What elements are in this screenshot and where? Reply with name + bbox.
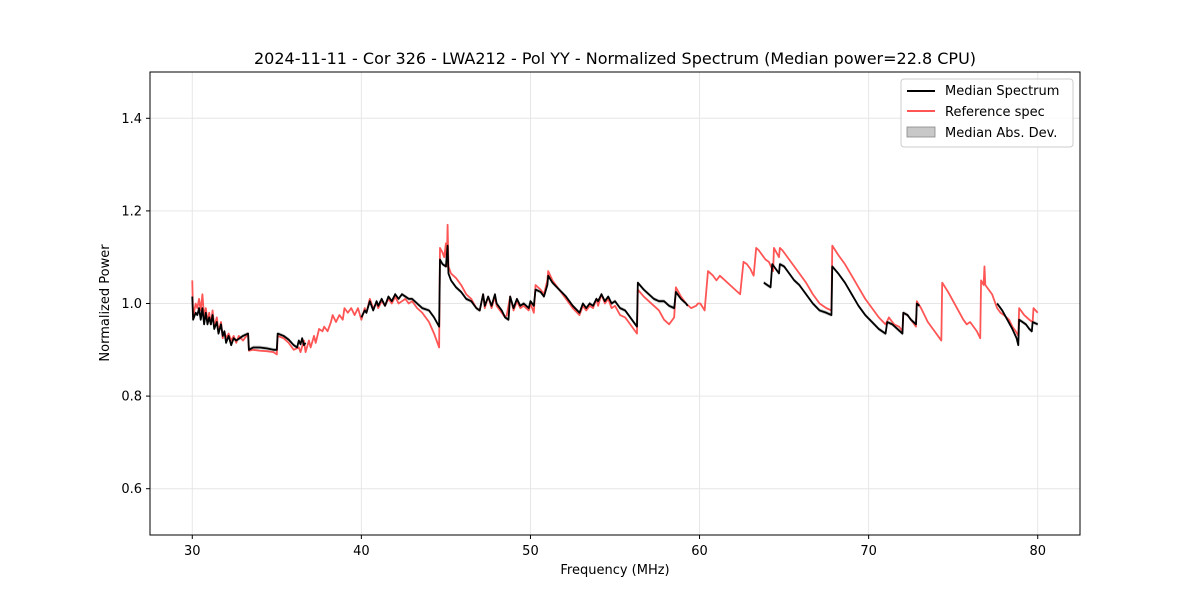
- x-tick-label: 50: [522, 544, 539, 559]
- legend-median-label: Median Spectrum: [945, 84, 1059, 99]
- legend: Median Spectrum Reference spec Median Ab…: [900, 78, 1074, 148]
- mad-band-layer: [192, 243, 1038, 352]
- x-tick-label: 80: [1029, 544, 1046, 559]
- x-tick-label: 40: [353, 544, 370, 559]
- legend-mad-label: Median Abs. Dev.: [945, 126, 1057, 141]
- reference-spectrum-line: [191, 223, 1039, 356]
- y-axis-label: Normalized Power: [98, 244, 113, 362]
- y-tick-label: 1.0: [121, 297, 142, 312]
- x-tick-label: 30: [184, 544, 201, 559]
- series-layer: [191, 223, 1039, 356]
- median-spectrum-line: [763, 263, 920, 335]
- x-tick-label: 60: [691, 544, 708, 559]
- chart-title: 2024-11-11 - Cor 326 - LWA212 - Pol YY -…: [254, 49, 976, 68]
- median-spectrum-line: [191, 296, 307, 351]
- legend-frame: [900, 78, 1074, 148]
- legend-mad-swatch: [906, 126, 936, 138]
- axis-ticks: 30 40 50 60 70 80 0.6 0.8 1.0 1.2 1.4: [121, 112, 1046, 559]
- median-spectrum-line: [360, 244, 689, 328]
- x-axis-label: Frequency (MHz): [560, 563, 669, 578]
- y-tick-label: 0.8: [121, 390, 142, 405]
- y-tick-label: 1.4: [121, 112, 142, 127]
- y-tick-label: 0.6: [121, 482, 142, 497]
- median-abs-dev-band: [361, 243, 688, 329]
- legend-reference-label: Reference spec: [945, 105, 1045, 120]
- y-tick-label: 1.2: [121, 204, 142, 219]
- x-tick-label: 70: [860, 544, 877, 559]
- median-spectrum-line: [996, 302, 1039, 347]
